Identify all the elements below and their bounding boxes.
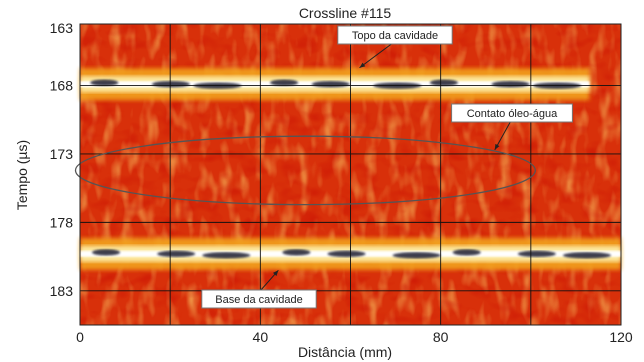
x-tick-label: 0: [76, 329, 84, 345]
annotation: Contato óleo-água: [451, 103, 573, 151]
x-tick-label: 80: [433, 329, 449, 345]
annotation-label: Topo da cavidade: [352, 30, 438, 42]
plot-area: [74, 23, 622, 326]
y-tick-label: 168: [50, 78, 74, 94]
x-axis-ticks: 0 40 80 120: [76, 329, 633, 345]
oil-water-contact-ellipse: [74, 135, 536, 206]
reflector-trough: [491, 81, 530, 88]
reflector-trough: [92, 249, 121, 256]
x-tick-label: 120: [609, 329, 633, 345]
annotation: Base da cavidade: [201, 269, 317, 309]
reflector-band: [80, 68, 590, 101]
annotation-arrow-head: [359, 62, 366, 68]
reflector-trough: [452, 249, 481, 256]
reflector-trough: [311, 81, 350, 88]
x-axis-label: Distância (mm): [298, 344, 392, 360]
annotation-box: [201, 289, 317, 309]
annotations: Topo da cavidade Contato óleo-água Base da…: [201, 25, 573, 309]
annotation-label: Contato óleo-água: [467, 108, 558, 120]
y-tick-label: 163: [50, 20, 74, 36]
y-axis-label: Tempo (µs): [14, 140, 30, 210]
annotation: Topo da cavidade: [337, 25, 453, 69]
annotation-arrow-head: [272, 270, 279, 276]
reflector-trough: [151, 81, 190, 88]
reflector-trough: [517, 250, 556, 258]
reflector-trough: [392, 252, 441, 259]
annotation-label: Base da cavidade: [215, 294, 302, 306]
plot-frame: [79, 23, 622, 326]
annotation-arrow-line: [359, 43, 392, 69]
x-tick-label: 40: [253, 329, 269, 345]
chart-title: Crossline #115: [299, 5, 392, 21]
reflector-trough: [429, 79, 458, 86]
y-tick-label: 183: [50, 283, 74, 299]
reflector-trough: [202, 252, 251, 259]
annotation-arrow-head: [494, 143, 500, 150]
y-axis-ticks: 163 168 173 178 183: [50, 20, 74, 299]
reflector-trough: [157, 250, 196, 258]
annotation-box: [337, 25, 453, 45]
annotation-box: [451, 103, 573, 123]
reflector-trough: [562, 252, 611, 259]
reflector-trough: [90, 79, 119, 86]
reflector-trough: [282, 249, 311, 256]
reflector-trough: [270, 79, 299, 86]
y-tick-label: 178: [50, 214, 74, 230]
y-tick-label: 173: [50, 146, 74, 162]
reflector-trough: [327, 250, 366, 258]
